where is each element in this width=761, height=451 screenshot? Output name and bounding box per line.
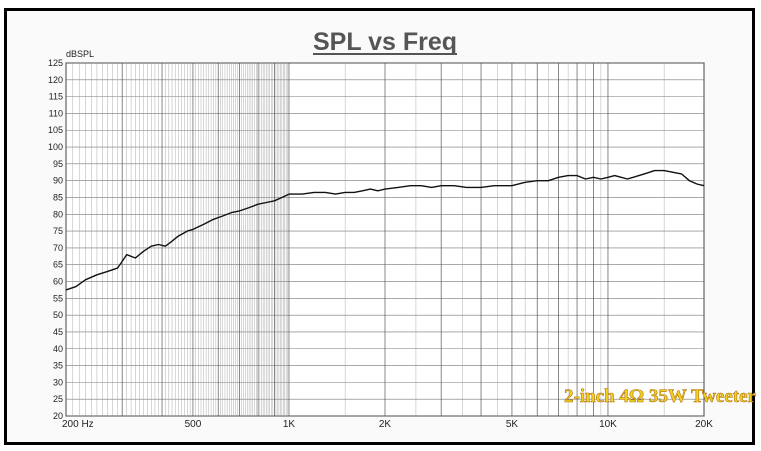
x-axis-ticks: 200 Hz 500 1K 2K 5K 10K 20K: [62, 419, 713, 430]
x-tick-label: 500: [185, 419, 202, 430]
x-tick-label: 5K: [506, 419, 519, 430]
y-tick-label: 70: [53, 243, 63, 253]
y-tick-label: 25: [53, 394, 63, 404]
y-tick-label: 55: [53, 293, 63, 303]
y-tick-label: 90: [53, 176, 63, 186]
y-tick-label: 125: [48, 58, 63, 68]
y-tick-label: 35: [53, 361, 63, 371]
y-tick-label: 80: [53, 209, 63, 219]
y-tick-label: 85: [53, 192, 63, 202]
y-tick-label: 100: [48, 142, 63, 152]
y-tick-label: 120: [48, 75, 63, 85]
y-tick-label: 75: [53, 226, 63, 236]
x-tick-label: 20K: [695, 419, 713, 430]
x-tick-label: 1K: [283, 419, 296, 430]
x-tick-label: 200 Hz: [62, 419, 94, 430]
chart-title: SPL vs Freq: [313, 28, 457, 56]
y-tick-label: 60: [53, 277, 63, 287]
y-tick-label: 105: [48, 125, 63, 135]
y-axis-label: dBSPL: [66, 49, 94, 59]
grid: [65, 62, 705, 417]
x-tick-label: 2K: [379, 419, 392, 430]
series-group: [65, 169, 705, 291]
x-tick-label: 10K: [599, 419, 617, 430]
y-tick-label: 50: [53, 310, 63, 320]
y-tick-label: 40: [53, 344, 63, 354]
y-tick-label: 45: [53, 327, 63, 337]
y-tick-label: 110: [49, 108, 63, 118]
y-tick-label: 115: [49, 92, 63, 102]
series-line: [65, 169, 705, 291]
y-tick-label: 95: [53, 159, 63, 169]
y-axis-ticks: 20 25 30 35 40 45 50 55 60 65 70 75 80 85 90 95 100 105 11…: [48, 58, 63, 421]
y-tick-label: 20: [53, 411, 63, 421]
y-tick-label: 30: [53, 377, 63, 387]
y-tick-label: 65: [53, 260, 63, 270]
annotation-label: 2-inch 4Ω 35W Tweeter: [564, 386, 757, 407]
